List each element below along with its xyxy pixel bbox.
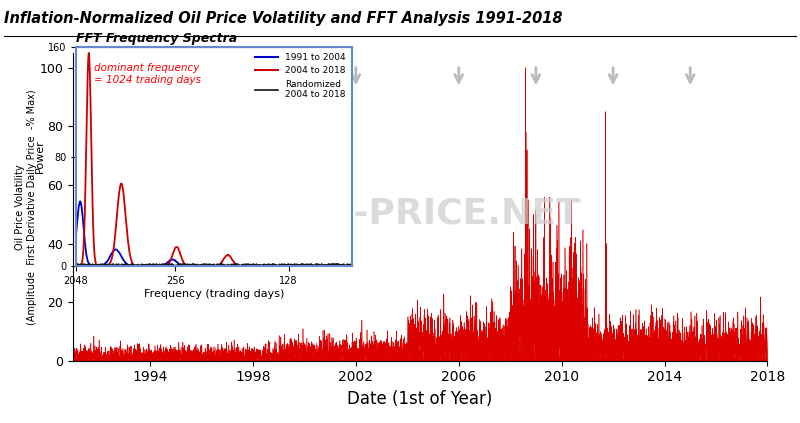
Text: FFT Frequency Spectra: FFT Frequency Spectra bbox=[76, 33, 237, 45]
Text: OIL-PRICE.NET: OIL-PRICE.NET bbox=[286, 196, 582, 230]
Text: Inflation-Normalized Oil Price Volatility and FFT Analysis 1991-2018: Inflation-Normalized Oil Price Volatilit… bbox=[4, 11, 562, 25]
Y-axis label: Power: Power bbox=[35, 140, 45, 173]
Text: dominant frequency
= 1024 trading days: dominant frequency = 1024 trading days bbox=[94, 63, 201, 85]
Legend: 1991 to 2004, 2004 to 2018, Randomized
2004 to 2018: 1991 to 2004, 2004 to 2018, Randomized 2… bbox=[254, 51, 347, 101]
Y-axis label: Oil Price Volatility
(Amplitude  First Derivative Daily Price  -% Max): Oil Price Volatility (Amplitude First De… bbox=[15, 89, 37, 325]
X-axis label: Frequency (trading days): Frequency (trading days) bbox=[144, 289, 284, 299]
X-axis label: Date (1st of Year): Date (1st of Year) bbox=[347, 390, 493, 408]
